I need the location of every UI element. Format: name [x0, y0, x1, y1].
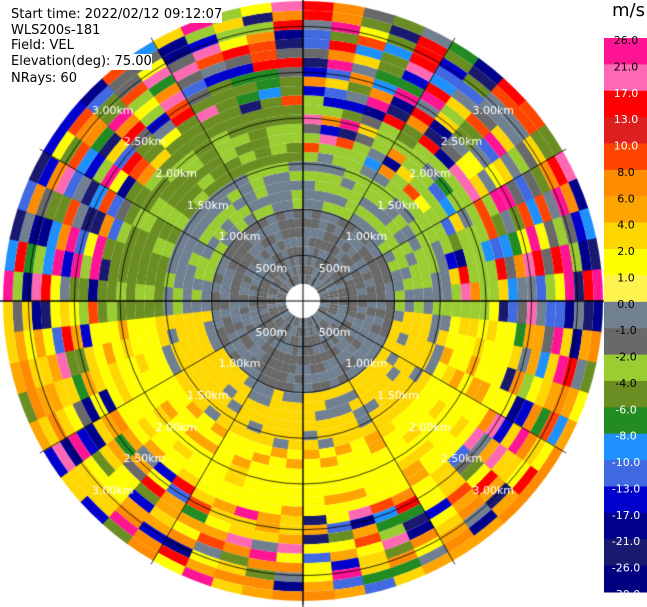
- colorbar-swatch: [604, 169, 647, 197]
- colorbar-swatch: [604, 117, 647, 145]
- colorbar-swatch: [604, 433, 647, 461]
- elevation-label: Elevation(deg): 75.00: [11, 54, 152, 70]
- colorbar-tick-label: -1.0: [615, 324, 636, 337]
- field-label: Field: VEL: [11, 38, 74, 54]
- colorbar-swatch: [604, 539, 647, 567]
- start-time-label: Start time: 2022/02/12 09:12:07: [11, 7, 223, 23]
- colorbar-tick-label: -6.0: [615, 403, 636, 416]
- colorbar-swatch: [604, 64, 647, 92]
- nrays-label: NRays: 60: [11, 71, 77, 87]
- colorbar-tick-label: -2.0: [615, 351, 636, 364]
- colorbar-tick-label: 13.0: [614, 113, 639, 126]
- colorbar-swatch: [604, 460, 647, 487]
- colorbar-tick-label: 8.0: [617, 166, 635, 179]
- colorbar-tick-label: -8.0: [615, 430, 636, 443]
- colorbar-tick-label: -13.0: [612, 482, 640, 495]
- colorbar-tick-label: -26.0: [612, 562, 640, 575]
- colorbar-unit: m/s: [612, 0, 645, 21]
- colorbar-tick-label: 26.0: [614, 34, 639, 47]
- colorbar-tick-label: 17.0: [614, 87, 639, 100]
- colorbar-tick-label: 6.0: [617, 192, 635, 205]
- colorbar-swatch: [604, 222, 647, 250]
- colorbar-tick-label: -30.0: [612, 588, 640, 600]
- colorbar-tick-label: 21.0: [614, 60, 639, 73]
- colorbar-swatch: [604, 275, 647, 303]
- colorbar-tick-label: -21.0: [612, 535, 640, 548]
- colorbar-swatch: [604, 407, 647, 435]
- radar-ppi-plot: [0, 0, 604, 607]
- colorbar-tick-label: 2.0: [617, 245, 635, 258]
- colorbar-swatch: [604, 354, 647, 382]
- colorbar-tick-label: 0.0: [617, 298, 635, 311]
- colorbar-tick-label: -17.0: [612, 509, 640, 522]
- colorbar-swatch: [604, 565, 647, 593]
- colorbar-tick-label: 4.0: [617, 219, 635, 232]
- colorbar-swatch: [604, 328, 647, 356]
- colorbar-swatch: [604, 38, 647, 65]
- colorbar-tick-label: -10.0: [612, 456, 640, 469]
- colorbar-swatch: [604, 380, 647, 408]
- colorbar-swatch: [604, 512, 647, 540]
- colorbar-tick-label: -4.0: [615, 377, 636, 390]
- colorbar-tick-label: 10.0: [614, 140, 639, 153]
- instrument-label: WLS200s-181: [11, 23, 101, 39]
- colorbar-swatch: [604, 196, 647, 224]
- colorbar: 26.0 21.0 17.0 13.0 10.0 8.0 6.0 4.0 2.0 1.0 0.0 -1…: [604, 34, 647, 600]
- colorbar-swatch: [604, 301, 647, 329]
- colorbar-swatch: [604, 249, 647, 276]
- colorbar-swatch: [604, 90, 647, 118]
- colorbar-swatch: [604, 143, 647, 171]
- colorbar-swatch: [604, 486, 647, 514]
- colorbar-tick-label: 1.0: [617, 271, 635, 284]
